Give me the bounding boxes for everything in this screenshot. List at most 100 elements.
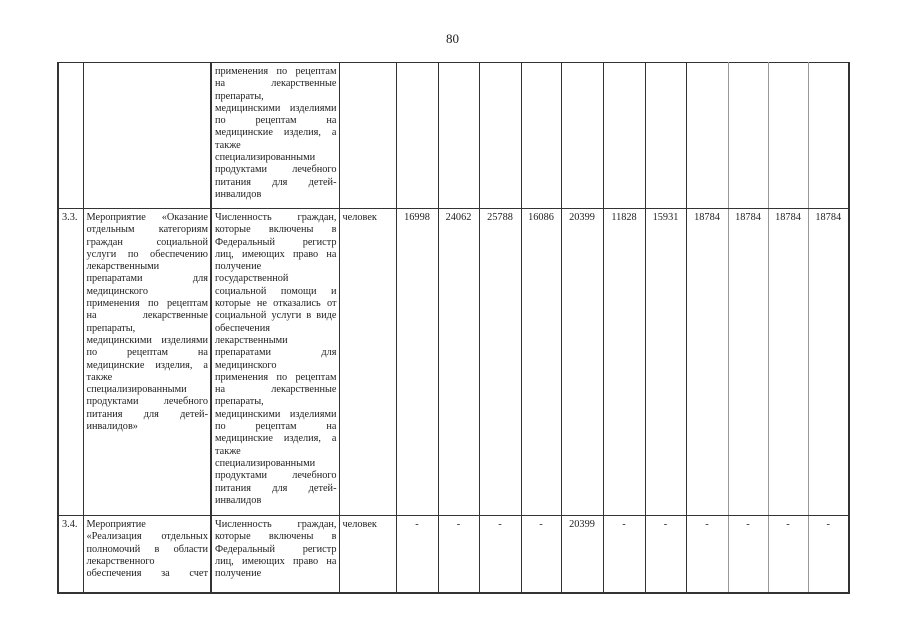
page-number: 80 bbox=[446, 31, 459, 46]
indicator-line: применения по рецептам bbox=[215, 371, 337, 383]
event-name-line: также bbox=[86, 371, 113, 383]
indicator-line: которые не отказались от bbox=[215, 298, 337, 310]
indicator-line: лекарственными bbox=[215, 334, 288, 346]
event-name-line: «Реализация отдельных bbox=[86, 531, 209, 543]
event-name-line: Мероприятие bbox=[86, 519, 146, 530]
indicator-line: на лекарственные bbox=[215, 384, 337, 396]
indicator-line: Численность граждан, bbox=[215, 519, 337, 530]
value-cell: - bbox=[807, 515, 850, 594]
value-cell: - bbox=[644, 515, 687, 594]
value-cell: 18784 bbox=[767, 208, 809, 516]
value-cell bbox=[520, 62, 562, 209]
indicator-line: медицинские изделия, а bbox=[215, 433, 337, 445]
indicator-line: питания для детей- bbox=[215, 482, 337, 494]
value-cell: 18784 bbox=[727, 208, 769, 516]
indicator-line: социальной услуги в виде bbox=[215, 310, 337, 322]
event-name-cell: Мероприятие «Реализация отдельных полномоч… bbox=[82, 515, 212, 594]
event-name-line: на лекарственные bbox=[86, 310, 209, 322]
event-name-line: отдельным категориям bbox=[86, 224, 209, 236]
value-cell: 15931 bbox=[644, 208, 687, 516]
value-cell: 20399 bbox=[560, 515, 604, 594]
value-cell: - bbox=[520, 515, 562, 594]
value-cell: 24062 bbox=[437, 208, 480, 516]
table-row: применения по рецептам на лекарственные пр… bbox=[57, 62, 850, 209]
value-cell bbox=[437, 62, 480, 209]
indicator-line: инвалидов bbox=[215, 188, 262, 200]
indicator-line: государственной bbox=[215, 273, 289, 285]
indicator-line: также bbox=[215, 445, 241, 457]
value-cell: 18784 bbox=[685, 208, 729, 516]
event-name-line: обеспечения за счет bbox=[86, 568, 209, 580]
event-name-line: лекарственными bbox=[86, 261, 160, 273]
event-name-line: услуги по обеспечению bbox=[86, 248, 209, 260]
indicator-line: которые включены в bbox=[215, 224, 337, 236]
indicator-line: медицинские изделия, а bbox=[215, 127, 337, 139]
indicator-line: продуктами лечебного bbox=[215, 164, 337, 176]
value-cell: - bbox=[767, 515, 809, 594]
indicator-line: получение bbox=[215, 568, 262, 580]
value-cell: 25788 bbox=[478, 208, 522, 516]
event-name-line: применения по рецептам bbox=[86, 298, 209, 310]
indicator-line: по рецептам на bbox=[215, 115, 337, 127]
indicator-line: лиц, имеющих право на bbox=[215, 248, 337, 260]
event-name-line: инвалидов» bbox=[86, 421, 138, 433]
event-name-line: препаратами для bbox=[86, 273, 209, 285]
indicator-line: получение bbox=[215, 261, 262, 273]
value-cell bbox=[395, 62, 439, 209]
row-number-cell: 3.4. bbox=[57, 515, 84, 594]
indicator-line: препараты, bbox=[215, 90, 264, 102]
indicator-cell: Численность граждан, которые включены в Фе… bbox=[210, 208, 340, 516]
indicator-line: инвалидов bbox=[215, 494, 262, 506]
event-name-line: медицинскими изделиями bbox=[86, 334, 209, 346]
event-name-line: по рецептам на bbox=[86, 347, 209, 359]
unit-cell bbox=[338, 62, 397, 209]
value-cell: - bbox=[602, 515, 646, 594]
event-name-line: продуктами лечебного bbox=[86, 396, 209, 408]
indicator-line: Федеральный регистр bbox=[215, 236, 337, 248]
value-cell bbox=[727, 62, 769, 209]
event-name-line: медицинского bbox=[86, 285, 149, 297]
indicator-line: социальной помощи и bbox=[215, 285, 337, 297]
indicator-line: питания для детей- bbox=[215, 176, 337, 188]
indicator-line: Федеральный регистр bbox=[215, 543, 337, 555]
indicator-line: препаратами для bbox=[215, 347, 337, 359]
value-cell bbox=[685, 62, 729, 209]
indicator-line: специализированными bbox=[215, 152, 316, 164]
indicator-line: обеспечения bbox=[215, 322, 270, 334]
unit-cell: человек bbox=[338, 208, 397, 516]
value-cell: - bbox=[437, 515, 480, 594]
event-name-line: полномочий в области bbox=[86, 543, 209, 555]
indicator-line: также bbox=[215, 139, 241, 151]
value-cell: - bbox=[685, 515, 729, 594]
event-name-line: лекарственного bbox=[86, 555, 155, 567]
value-cell bbox=[807, 62, 850, 209]
event-name-line: питания для детей- bbox=[86, 408, 209, 420]
value-cell: 20399 bbox=[560, 208, 604, 516]
indicator-line: медицинскими изделиями bbox=[215, 102, 337, 114]
value-cell: 16998 bbox=[395, 208, 439, 516]
indicator-line: продуктами лечебного bbox=[215, 470, 337, 482]
event-name-line: Мероприятие «Оказание bbox=[86, 212, 209, 223]
event-name-line: медицинские изделия, а bbox=[86, 359, 209, 371]
indicator-line: применения по рецептам bbox=[215, 66, 337, 77]
value-cell: 16086 bbox=[520, 208, 562, 516]
indicator-line: которые включены в bbox=[215, 531, 337, 543]
value-cell: - bbox=[395, 515, 439, 594]
value-cell bbox=[478, 62, 522, 209]
event-name-line: специализированными bbox=[86, 384, 187, 396]
table-row: 3.3. Мероприятие «Оказание отдельным катег… bbox=[57, 208, 850, 516]
value-cell: - bbox=[478, 515, 522, 594]
value-cell: 11828 bbox=[602, 208, 646, 516]
event-name-cell bbox=[82, 62, 212, 209]
indicator-cell: Численность граждан, которые включены в Фе… bbox=[210, 515, 340, 594]
value-cell bbox=[560, 62, 604, 209]
indicator-line: медицинскими изделиями bbox=[215, 408, 337, 420]
row-number-cell: 3.3. bbox=[57, 208, 84, 516]
indicator-line: специализированными bbox=[215, 457, 316, 469]
indicator-cell: применения по рецептам на лекарственные пр… bbox=[210, 62, 340, 209]
program-indicators-table: применения по рецептам на лекарственные пр… bbox=[57, 62, 850, 594]
indicator-line: Численность граждан, bbox=[215, 212, 337, 223]
value-cell bbox=[602, 62, 646, 209]
indicator-line: медицинского bbox=[215, 359, 277, 371]
value-cell bbox=[767, 62, 809, 209]
